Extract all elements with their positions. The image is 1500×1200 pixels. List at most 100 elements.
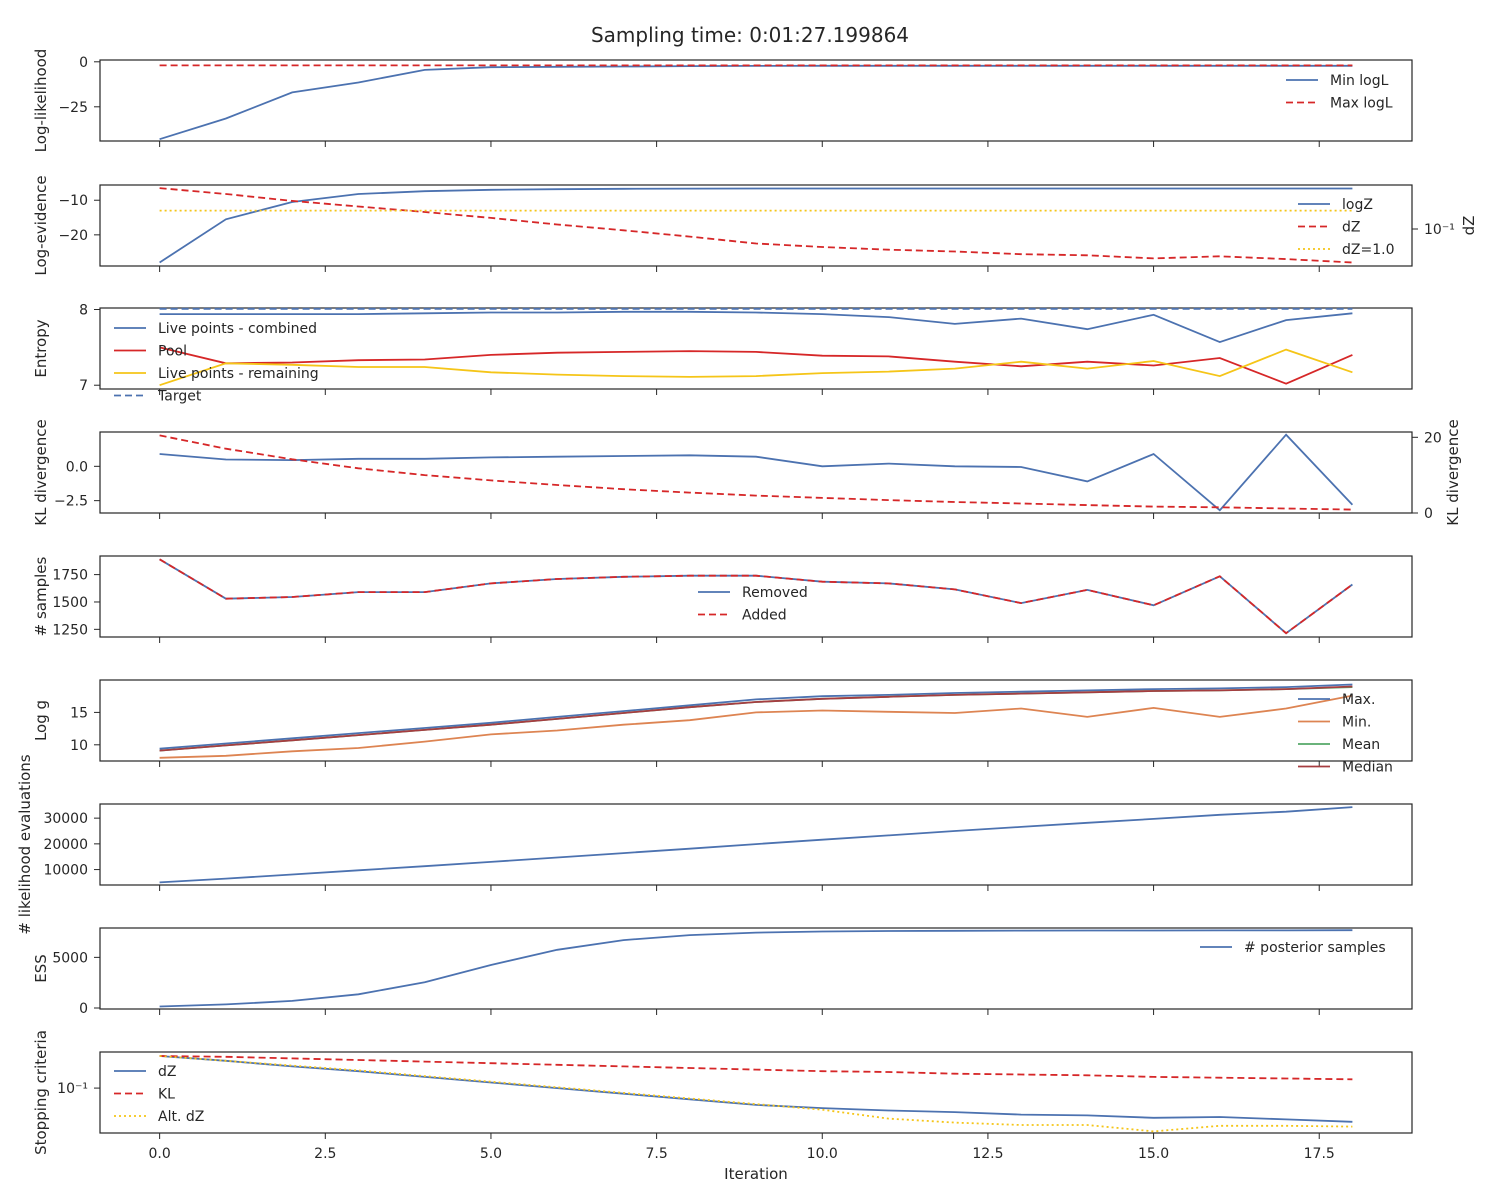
legend-label: Mean (1342, 737, 1380, 753)
axes-frame (99, 927, 1413, 1010)
series-line-1 (159, 683, 1353, 750)
y-tick-label: 8 (79, 303, 88, 319)
series-line-1 (159, 1055, 1353, 1123)
y-tick-label: 1750 (52, 568, 88, 584)
panel-2: −10 −20 10⁻¹ Log-evidence dZ logZ dZ dZ=1.0 (32, 175, 1478, 275)
series-line-3 (159, 686, 1353, 752)
panel-4: 0.0 −2.5 20 0 KL divergence KL divergence (32, 419, 1462, 525)
y-right-tick-label: 20 (1424, 430, 1442, 446)
axes-frame (99, 803, 1413, 886)
y-tick-label: 5000 (52, 950, 88, 966)
y-tick-label: 0 (79, 55, 88, 71)
legend: logZ dZ dZ=1.0 (1298, 197, 1394, 258)
x-tick-label: 15.0 (1138, 1146, 1169, 1162)
panel-1: 0 −25 Log-likelihood Min logL Max logL (32, 49, 1413, 153)
figure-title: Sampling time: 0:01:27.199864 (591, 23, 909, 47)
legend-label: Max. (1342, 692, 1375, 708)
legend-label: dZ (158, 1064, 176, 1080)
axes-frame (99, 555, 1413, 638)
x-tick-label: 10.0 (807, 1146, 838, 1162)
legend: dZ KL Alt. dZ (114, 1064, 204, 1125)
y-axis-label: # samples (32, 556, 50, 636)
series-line-4 (159, 685, 1353, 752)
y-right-tick-label: 0 (1424, 506, 1433, 522)
axes-frame (99, 1051, 1413, 1134)
legend-label: Alt. dZ (158, 1109, 204, 1125)
series-line-1 (159, 433, 1354, 512)
y-axis-label: KL divergence (32, 419, 50, 525)
x-tick-label: 2.5 (314, 1146, 336, 1162)
axes-frame (99, 431, 1413, 514)
legend-label: dZ=1.0 (1342, 242, 1394, 258)
series-line-1 (159, 929, 1353, 1008)
y-axis-label: # likelihood evaluations (16, 754, 34, 934)
y-tick-label: 15 (70, 705, 88, 721)
legend-label: Max logL (1330, 96, 1393, 112)
x-tick-label: 5.0 (480, 1146, 502, 1162)
y-tick-label: −20 (58, 228, 88, 244)
y-tick-label: 0 (79, 1001, 88, 1017)
legend: # posterior samples (1200, 940, 1386, 956)
legend-label: Min logL (1330, 73, 1389, 89)
legend: Live points - combined Pool Live points - … (114, 321, 319, 405)
x-tick-label: 12.5 (972, 1146, 1003, 1162)
x-axis-label: Iteration (724, 1165, 788, 1183)
x-tick-label: 17.5 (1304, 1146, 1335, 1162)
legend: Removed Added (698, 585, 808, 624)
panel-6: 15 10 Log g Max. Min. Mean Median (32, 679, 1413, 776)
legend-label: Min. (1342, 715, 1371, 731)
y-tick-label: 1500 (52, 595, 88, 611)
y-tick-label: 7 (79, 378, 88, 394)
series-line-3 (159, 348, 1353, 387)
panel-7: 30000 20000 10000 # likelihood evaluations (16, 754, 1413, 935)
y-tick-label: 10000 (43, 863, 88, 879)
y-right-axis-label: dZ (1460, 216, 1478, 236)
series-line-2 (159, 694, 1353, 759)
legend-label: Live points - combined (158, 321, 317, 337)
y-axis-label: Stopping criteria (32, 1030, 50, 1155)
y-axis-label: Log-evidence (32, 175, 50, 275)
series-line-2 (159, 187, 1353, 264)
series-line-1 (159, 187, 1353, 264)
series-line-1 (159, 806, 1353, 884)
legend-label: logZ (1342, 197, 1373, 213)
axes-frame (99, 679, 1413, 762)
y-tick-label: 10⁻¹ (57, 1081, 88, 1097)
series-line-2 (159, 434, 1353, 511)
y-axis-label: ESS (32, 954, 50, 983)
y-right-tick-label: 10⁻¹ (1424, 222, 1455, 238)
axes-frame (99, 59, 1413, 142)
panel-8: 5000 0 ESS # posterior samples (32, 927, 1413, 1017)
y-tick-label: 1250 (52, 622, 88, 638)
legend-label: Added (742, 608, 787, 624)
x-tick-label: 7.5 (645, 1146, 667, 1162)
legend-label: Live points - remaining (158, 366, 319, 382)
y-tick-label: 0.0 (66, 459, 88, 475)
x-tick-label: 0.0 (149, 1146, 171, 1162)
y-tick-label: −2.5 (54, 494, 88, 510)
legend-label: Pool (158, 344, 187, 360)
y-tick-label: 20000 (43, 837, 88, 853)
legend: Min logL Max logL (1286, 73, 1393, 112)
series-line-2 (159, 1055, 1353, 1081)
legend-label: Median (1342, 760, 1393, 776)
y-tick-label: −25 (58, 100, 88, 116)
y-axis-label: Log g (32, 700, 50, 741)
y-tick-label: −10 (58, 193, 88, 209)
y-tick-label: 30000 (43, 811, 88, 827)
legend-label: Removed (742, 585, 808, 601)
series-line-1 (159, 310, 1353, 344)
panel-5: 1750 1500 1250# samples Removed Added (32, 555, 1413, 643)
panel-9: 10⁻¹ Stopping criteria dZ KL Alt. dZ (32, 1030, 1413, 1155)
legend-label: KL (158, 1087, 175, 1103)
series-line-2 (159, 346, 1353, 385)
legend-label: # posterior samples (1244, 940, 1386, 956)
series-line-1 (159, 64, 1353, 141)
legend-label: Target (157, 389, 202, 405)
y-tick-label: 10 (70, 738, 88, 754)
y-right-axis-label: KL divergence (1444, 419, 1462, 525)
y-axis-label: Log-likelihood (32, 49, 50, 153)
y-axis-label: Entropy (32, 319, 50, 377)
